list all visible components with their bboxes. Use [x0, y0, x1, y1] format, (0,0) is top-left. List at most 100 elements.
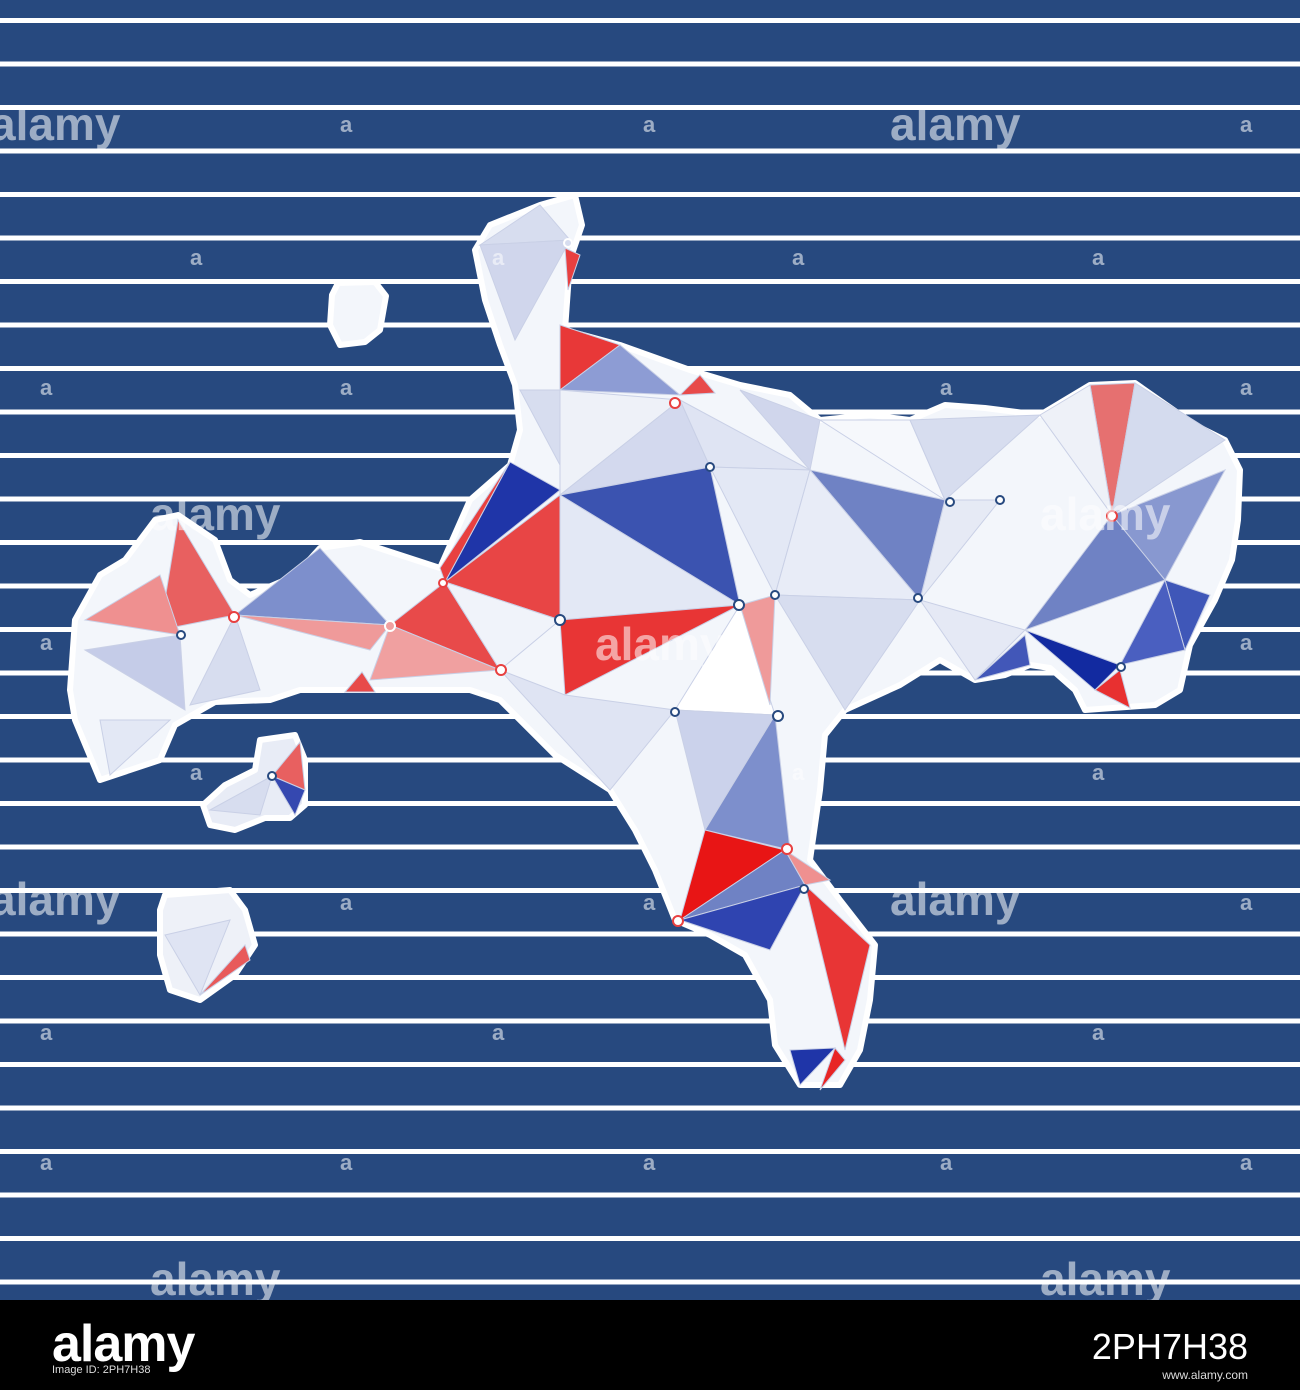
- watermark-mark: a: [40, 1020, 53, 1045]
- mesh-triangle: [479, 239, 571, 342]
- mesh-triangle: [369, 624, 501, 681]
- watermark-mark: a: [40, 375, 53, 400]
- mesh-node: [176, 630, 186, 640]
- stripe: [0, 279, 1300, 284]
- mesh-node: [799, 884, 809, 894]
- mesh-triangle: [559, 604, 741, 696]
- watermark-mark: a: [40, 630, 53, 655]
- mesh-triangle: [558, 344, 682, 396]
- footer-image-caption: Image ID: 2PH7H38: [52, 1364, 151, 1376]
- mesh-node: [945, 497, 955, 507]
- mesh-node: [438, 578, 448, 588]
- watermark-mark: a: [190, 760, 203, 785]
- watermark-marks: a a a a a a a a a a a a a a a a a a a a …: [40, 112, 1253, 1175]
- mesh-triangle: [439, 461, 511, 584]
- mesh-triangle: [343, 671, 376, 693]
- mesh-triangle: [99, 719, 172, 776]
- mesh-triangle: [1119, 578, 1186, 666]
- watermarks: alamy alamy alamy alamy alamy alamy alam…: [0, 98, 1253, 1300]
- mesh-nodes: [176, 238, 1126, 927]
- mesh-triangle: [739, 389, 821, 472]
- watermark-mark: a: [1092, 1020, 1105, 1045]
- watermark-text: alamy: [0, 873, 121, 925]
- mesh-triangle: [1094, 669, 1131, 709]
- stripe: [0, 105, 1300, 110]
- stripe: [0, 888, 1300, 893]
- watermark-mark: a: [643, 1150, 656, 1175]
- watermark-mark: a: [1240, 112, 1253, 137]
- stripe: [0, 322, 1300, 328]
- stripe: [0, 1236, 1300, 1241]
- watermark-mark: a: [190, 245, 203, 270]
- stripe: [0, 61, 1300, 67]
- watermark-text: alamy: [1040, 1253, 1171, 1300]
- watermark-mark: a: [1240, 630, 1253, 655]
- mesh-triangle: [704, 713, 791, 851]
- mesh-triangle: [804, 883, 871, 1051]
- mesh-node: [913, 593, 923, 603]
- stripe: [0, 975, 1300, 980]
- mesh-node: [267, 771, 277, 781]
- stripe: [0, 235, 1300, 241]
- footer-url: www.alamy.com: [1162, 1368, 1248, 1382]
- mesh-node: [770, 590, 780, 600]
- mesh-triangle: [774, 594, 921, 711]
- stripe: [0, 192, 1300, 197]
- mesh-node: [669, 397, 681, 409]
- mesh-triangle: [208, 774, 273, 816]
- mesh-triangle: [739, 594, 776, 706]
- mesh-node: [672, 915, 684, 927]
- watermark-mark: a: [792, 245, 805, 270]
- watermark-mark: a: [340, 890, 353, 915]
- mesh-triangle: [164, 919, 231, 997]
- watermark-text: alamy: [890, 873, 1021, 925]
- mesh-node: [554, 614, 566, 626]
- stripe: [0, 1149, 1300, 1154]
- watermark-text: alamy: [890, 98, 1021, 150]
- watermark-mark: a: [940, 1150, 953, 1175]
- watermark-text: alamy: [595, 618, 726, 670]
- mesh-node: [228, 611, 240, 623]
- stripe: [0, 18, 1300, 23]
- stripe: [0, 1018, 1300, 1024]
- mesh-triangle: [564, 247, 581, 291]
- watermark-text: alamy: [0, 98, 121, 150]
- watermark-mark: a: [340, 375, 353, 400]
- watermark-mark: a: [643, 890, 656, 915]
- mesh-node: [670, 707, 680, 717]
- mesh-triangle: [1024, 629, 1121, 691]
- mesh-triangle: [909, 414, 1042, 501]
- mesh-triangle: [789, 1047, 837, 1086]
- mesh-triangle: [270, 774, 306, 817]
- watermark-mark: a: [940, 375, 953, 400]
- mesh-triangle: [234, 614, 391, 651]
- mesh-node: [495, 664, 507, 676]
- mesh-triangle: [199, 944, 251, 996]
- stripe: [0, 1105, 1300, 1111]
- stripe: [0, 1062, 1300, 1067]
- map-artwork: alamy alamy alamy alamy alamy alamy alam…: [0, 0, 1300, 1300]
- mesh-triangle: [189, 613, 261, 706]
- watermark-mark: a: [340, 112, 353, 137]
- mesh-node: [1106, 510, 1118, 522]
- mesh-node: [1116, 662, 1126, 672]
- stripe: [0, 931, 1300, 937]
- mesh-node: [772, 710, 784, 722]
- watermark-mark: a: [1240, 375, 1253, 400]
- mesh-node: [563, 238, 573, 248]
- mesh-node: [384, 620, 396, 632]
- mesh-node: [705, 462, 715, 472]
- stripe: [0, 148, 1300, 154]
- watermark-mark: a: [1240, 1150, 1253, 1175]
- mesh-triangle: [443, 581, 562, 671]
- footer-logo: alamy: [52, 1315, 195, 1373]
- stripe: [0, 1192, 1300, 1198]
- mesh-node: [733, 599, 745, 611]
- watermark-mark: a: [340, 1150, 353, 1175]
- mesh-triangle: [819, 1047, 846, 1091]
- mesh-triangle: [678, 374, 717, 396]
- watermark-text: alamy: [150, 488, 281, 540]
- mesh-triangle: [1111, 469, 1227, 581]
- footer-image-id: 2PH7H38: [1091, 1326, 1248, 1367]
- watermark-mark: a: [792, 760, 805, 785]
